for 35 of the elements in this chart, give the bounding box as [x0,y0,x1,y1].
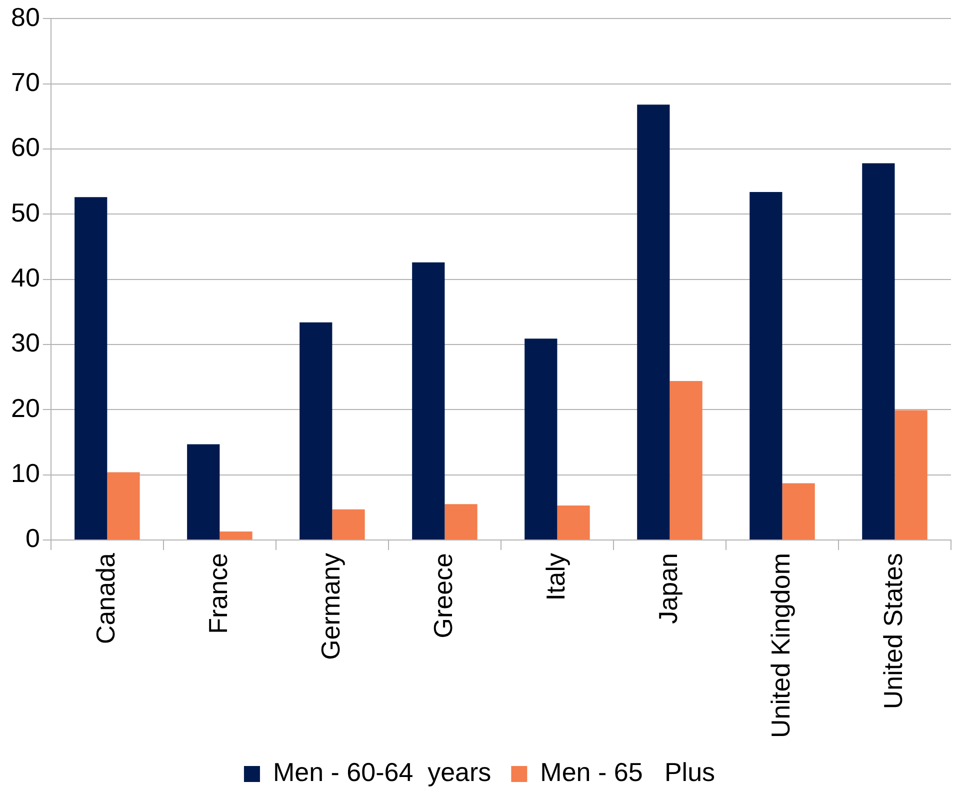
bar [557,505,590,540]
y-tick-label: 50 [11,197,40,228]
bar [894,410,928,540]
bar [444,504,478,540]
y-tick-label: 10 [11,458,40,488]
legend-label: Men - 65 Plus [540,757,716,788]
x-tick-label: United Kingdom [765,553,796,738]
y-tick-label: 0 [25,523,40,554]
bar [524,338,558,540]
bar [637,104,670,540]
bar [750,192,782,540]
x-tick-label: Canada [90,552,120,644]
bar [670,380,702,540]
bar [74,197,108,540]
bar [187,444,220,540]
x-tick-label: Greece [428,553,458,638]
bar [300,322,332,540]
y-tick-label: 20 [11,392,40,423]
x-tick-label: France [202,553,233,634]
x-tick-label: Italy [540,553,570,601]
legend-label: Men - 60-64 years [272,757,492,788]
y-tick-label: 80 [11,2,40,32]
y-tick-label: 70 [11,66,40,97]
bar [862,163,895,540]
bar [332,509,365,540]
y-tick-label: 30 [11,328,40,358]
y-tick-label: 60 [11,132,40,162]
x-tick-label: United States [878,553,908,710]
bar [220,532,252,540]
x-tick-label: Germany [315,553,346,660]
y-tick-label: 40 [11,262,40,292]
bar [107,472,140,540]
bar [782,483,815,540]
bar [412,262,445,540]
x-tick-label: Japan [652,553,683,624]
